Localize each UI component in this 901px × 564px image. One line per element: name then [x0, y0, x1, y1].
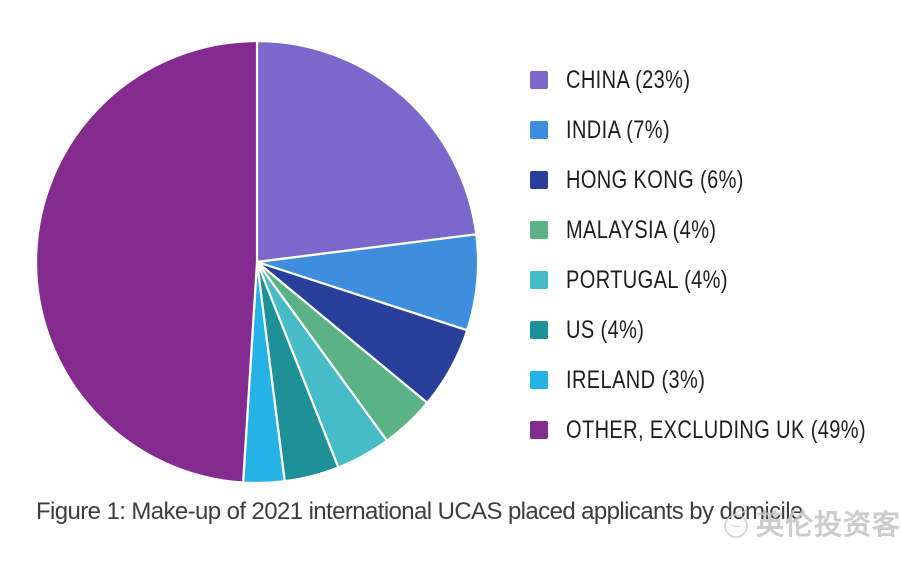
legend-swatch — [530, 421, 548, 439]
watermark: 英伦投资客 — [722, 503, 901, 543]
legend-label: US (4%) — [566, 315, 645, 344]
legend-item: HONG KONG (6%) — [530, 155, 901, 205]
legend-item: IRELAND (3%) — [530, 355, 901, 405]
legend-label: IRELAND (3%) — [566, 365, 706, 394]
legend-item: US (4%) — [530, 305, 901, 355]
mascot-circle-icon — [724, 507, 748, 538]
legend-swatch — [530, 171, 548, 189]
legend-swatch — [530, 271, 548, 289]
legend-label: OTHER, EXCLUDING UK (49%) — [566, 415, 867, 444]
legend-swatch — [530, 221, 548, 239]
figure-caption: Figure 1: Make-up of 2021 international … — [36, 498, 803, 525]
pie-slice-other-excluding-uk — [34, 39, 259, 484]
legend-item: MALAYSIA (4%) — [530, 205, 901, 255]
legend-label: PORTUGAL (4%) — [566, 265, 728, 294]
legend-label: INDIA (7%) — [566, 115, 671, 144]
legend-label: MALAYSIA (4%) — [566, 215, 717, 244]
legend-item: INDIA (7%) — [530, 105, 901, 155]
legend: CHINA (23%) INDIA (7%) HONG KONG (6%) MALAY… — [530, 55, 901, 455]
legend-swatch — [530, 121, 548, 139]
legend-item: OTHER, EXCLUDING UK (49%) — [530, 405, 901, 455]
legend-label: HONG KONG (6%) — [566, 165, 744, 194]
watermark-text: 英伦投资客 — [756, 509, 901, 540]
legend-item: CHINA (23%) — [530, 55, 901, 105]
legend-swatch — [530, 71, 548, 89]
pie-slice-china — [255, 39, 478, 264]
legend-swatch — [530, 321, 548, 339]
legend-swatch — [530, 371, 548, 389]
legend-label: CHINA (23%) — [566, 65, 691, 94]
legend-item: PORTUGAL (4%) — [530, 255, 901, 305]
